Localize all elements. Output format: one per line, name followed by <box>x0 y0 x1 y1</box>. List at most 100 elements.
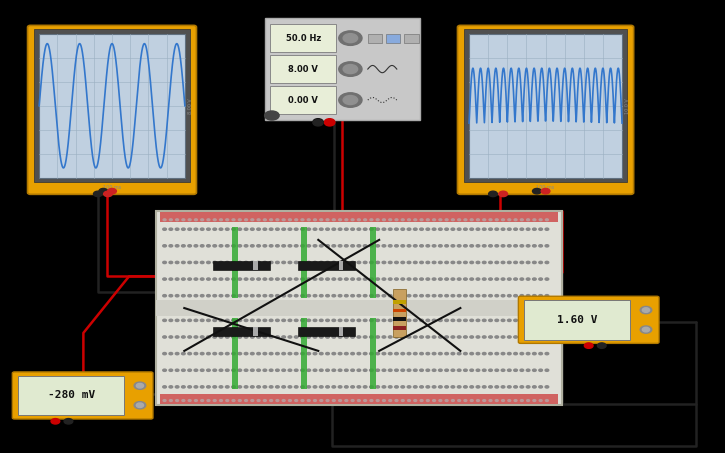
Circle shape <box>545 261 549 264</box>
Circle shape <box>370 369 373 371</box>
Circle shape <box>452 219 455 221</box>
Circle shape <box>188 278 191 280</box>
Circle shape <box>489 245 492 247</box>
Circle shape <box>495 261 499 264</box>
Circle shape <box>251 278 254 280</box>
Circle shape <box>220 219 223 221</box>
Circle shape <box>307 245 310 247</box>
Circle shape <box>94 191 102 197</box>
Circle shape <box>288 245 291 247</box>
Circle shape <box>541 188 550 194</box>
Circle shape <box>394 294 398 297</box>
Bar <box>212 327 270 336</box>
FancyBboxPatch shape <box>518 296 659 343</box>
Circle shape <box>389 336 392 338</box>
Circle shape <box>432 278 436 280</box>
Circle shape <box>313 245 317 247</box>
Circle shape <box>219 319 223 322</box>
Circle shape <box>307 386 310 388</box>
Circle shape <box>213 228 217 230</box>
Bar <box>156 211 562 405</box>
Circle shape <box>339 352 342 355</box>
Circle shape <box>357 319 360 322</box>
Circle shape <box>389 386 392 388</box>
Circle shape <box>533 294 536 297</box>
Circle shape <box>181 319 185 322</box>
Circle shape <box>320 369 323 371</box>
Circle shape <box>539 294 542 297</box>
Circle shape <box>533 219 536 221</box>
Circle shape <box>257 219 260 221</box>
Circle shape <box>313 386 317 388</box>
Circle shape <box>307 294 310 297</box>
Circle shape <box>219 369 223 371</box>
Circle shape <box>263 352 267 355</box>
Circle shape <box>451 245 455 247</box>
Circle shape <box>269 386 273 388</box>
Circle shape <box>507 352 511 355</box>
Circle shape <box>514 245 518 247</box>
Circle shape <box>294 352 298 355</box>
Circle shape <box>182 400 185 401</box>
FancyBboxPatch shape <box>265 18 420 120</box>
Circle shape <box>326 352 329 355</box>
Circle shape <box>294 319 298 322</box>
Circle shape <box>332 319 336 322</box>
Circle shape <box>169 294 173 297</box>
Circle shape <box>244 400 247 401</box>
Circle shape <box>181 336 185 338</box>
Circle shape <box>136 383 144 388</box>
Circle shape <box>282 352 286 355</box>
Circle shape <box>289 400 291 401</box>
Circle shape <box>239 219 241 221</box>
Circle shape <box>251 219 254 221</box>
Circle shape <box>514 319 518 322</box>
Circle shape <box>526 228 530 230</box>
Circle shape <box>188 245 191 247</box>
Circle shape <box>181 352 185 355</box>
Circle shape <box>545 294 549 297</box>
Circle shape <box>270 400 273 401</box>
Circle shape <box>326 219 329 221</box>
Bar <box>39 34 185 178</box>
Circle shape <box>251 294 254 297</box>
Circle shape <box>407 400 410 401</box>
Circle shape <box>207 319 210 322</box>
Circle shape <box>225 261 229 264</box>
Bar <box>253 260 258 270</box>
Circle shape <box>276 386 279 388</box>
Circle shape <box>313 294 317 297</box>
Circle shape <box>163 219 166 221</box>
Circle shape <box>357 336 360 338</box>
Circle shape <box>526 261 530 264</box>
Circle shape <box>376 336 379 338</box>
Circle shape <box>363 336 367 338</box>
Circle shape <box>213 261 217 264</box>
Circle shape <box>382 261 386 264</box>
Circle shape <box>413 245 417 247</box>
Circle shape <box>207 386 210 388</box>
Circle shape <box>239 400 241 401</box>
Circle shape <box>514 369 518 371</box>
Circle shape <box>169 245 173 247</box>
Circle shape <box>134 402 146 409</box>
Circle shape <box>457 352 461 355</box>
Circle shape <box>200 228 204 230</box>
Circle shape <box>370 294 373 297</box>
Circle shape <box>244 294 248 297</box>
Circle shape <box>376 294 379 297</box>
Circle shape <box>301 261 304 264</box>
Circle shape <box>476 369 480 371</box>
Text: -280 mV: -280 mV <box>48 390 95 400</box>
Circle shape <box>344 319 348 322</box>
Circle shape <box>357 369 360 371</box>
Circle shape <box>326 278 329 280</box>
Circle shape <box>64 419 72 424</box>
Circle shape <box>389 400 392 401</box>
Circle shape <box>401 261 405 264</box>
Circle shape <box>514 278 518 280</box>
Circle shape <box>357 245 360 247</box>
Circle shape <box>162 294 167 297</box>
Circle shape <box>320 245 323 247</box>
Bar <box>404 34 418 43</box>
